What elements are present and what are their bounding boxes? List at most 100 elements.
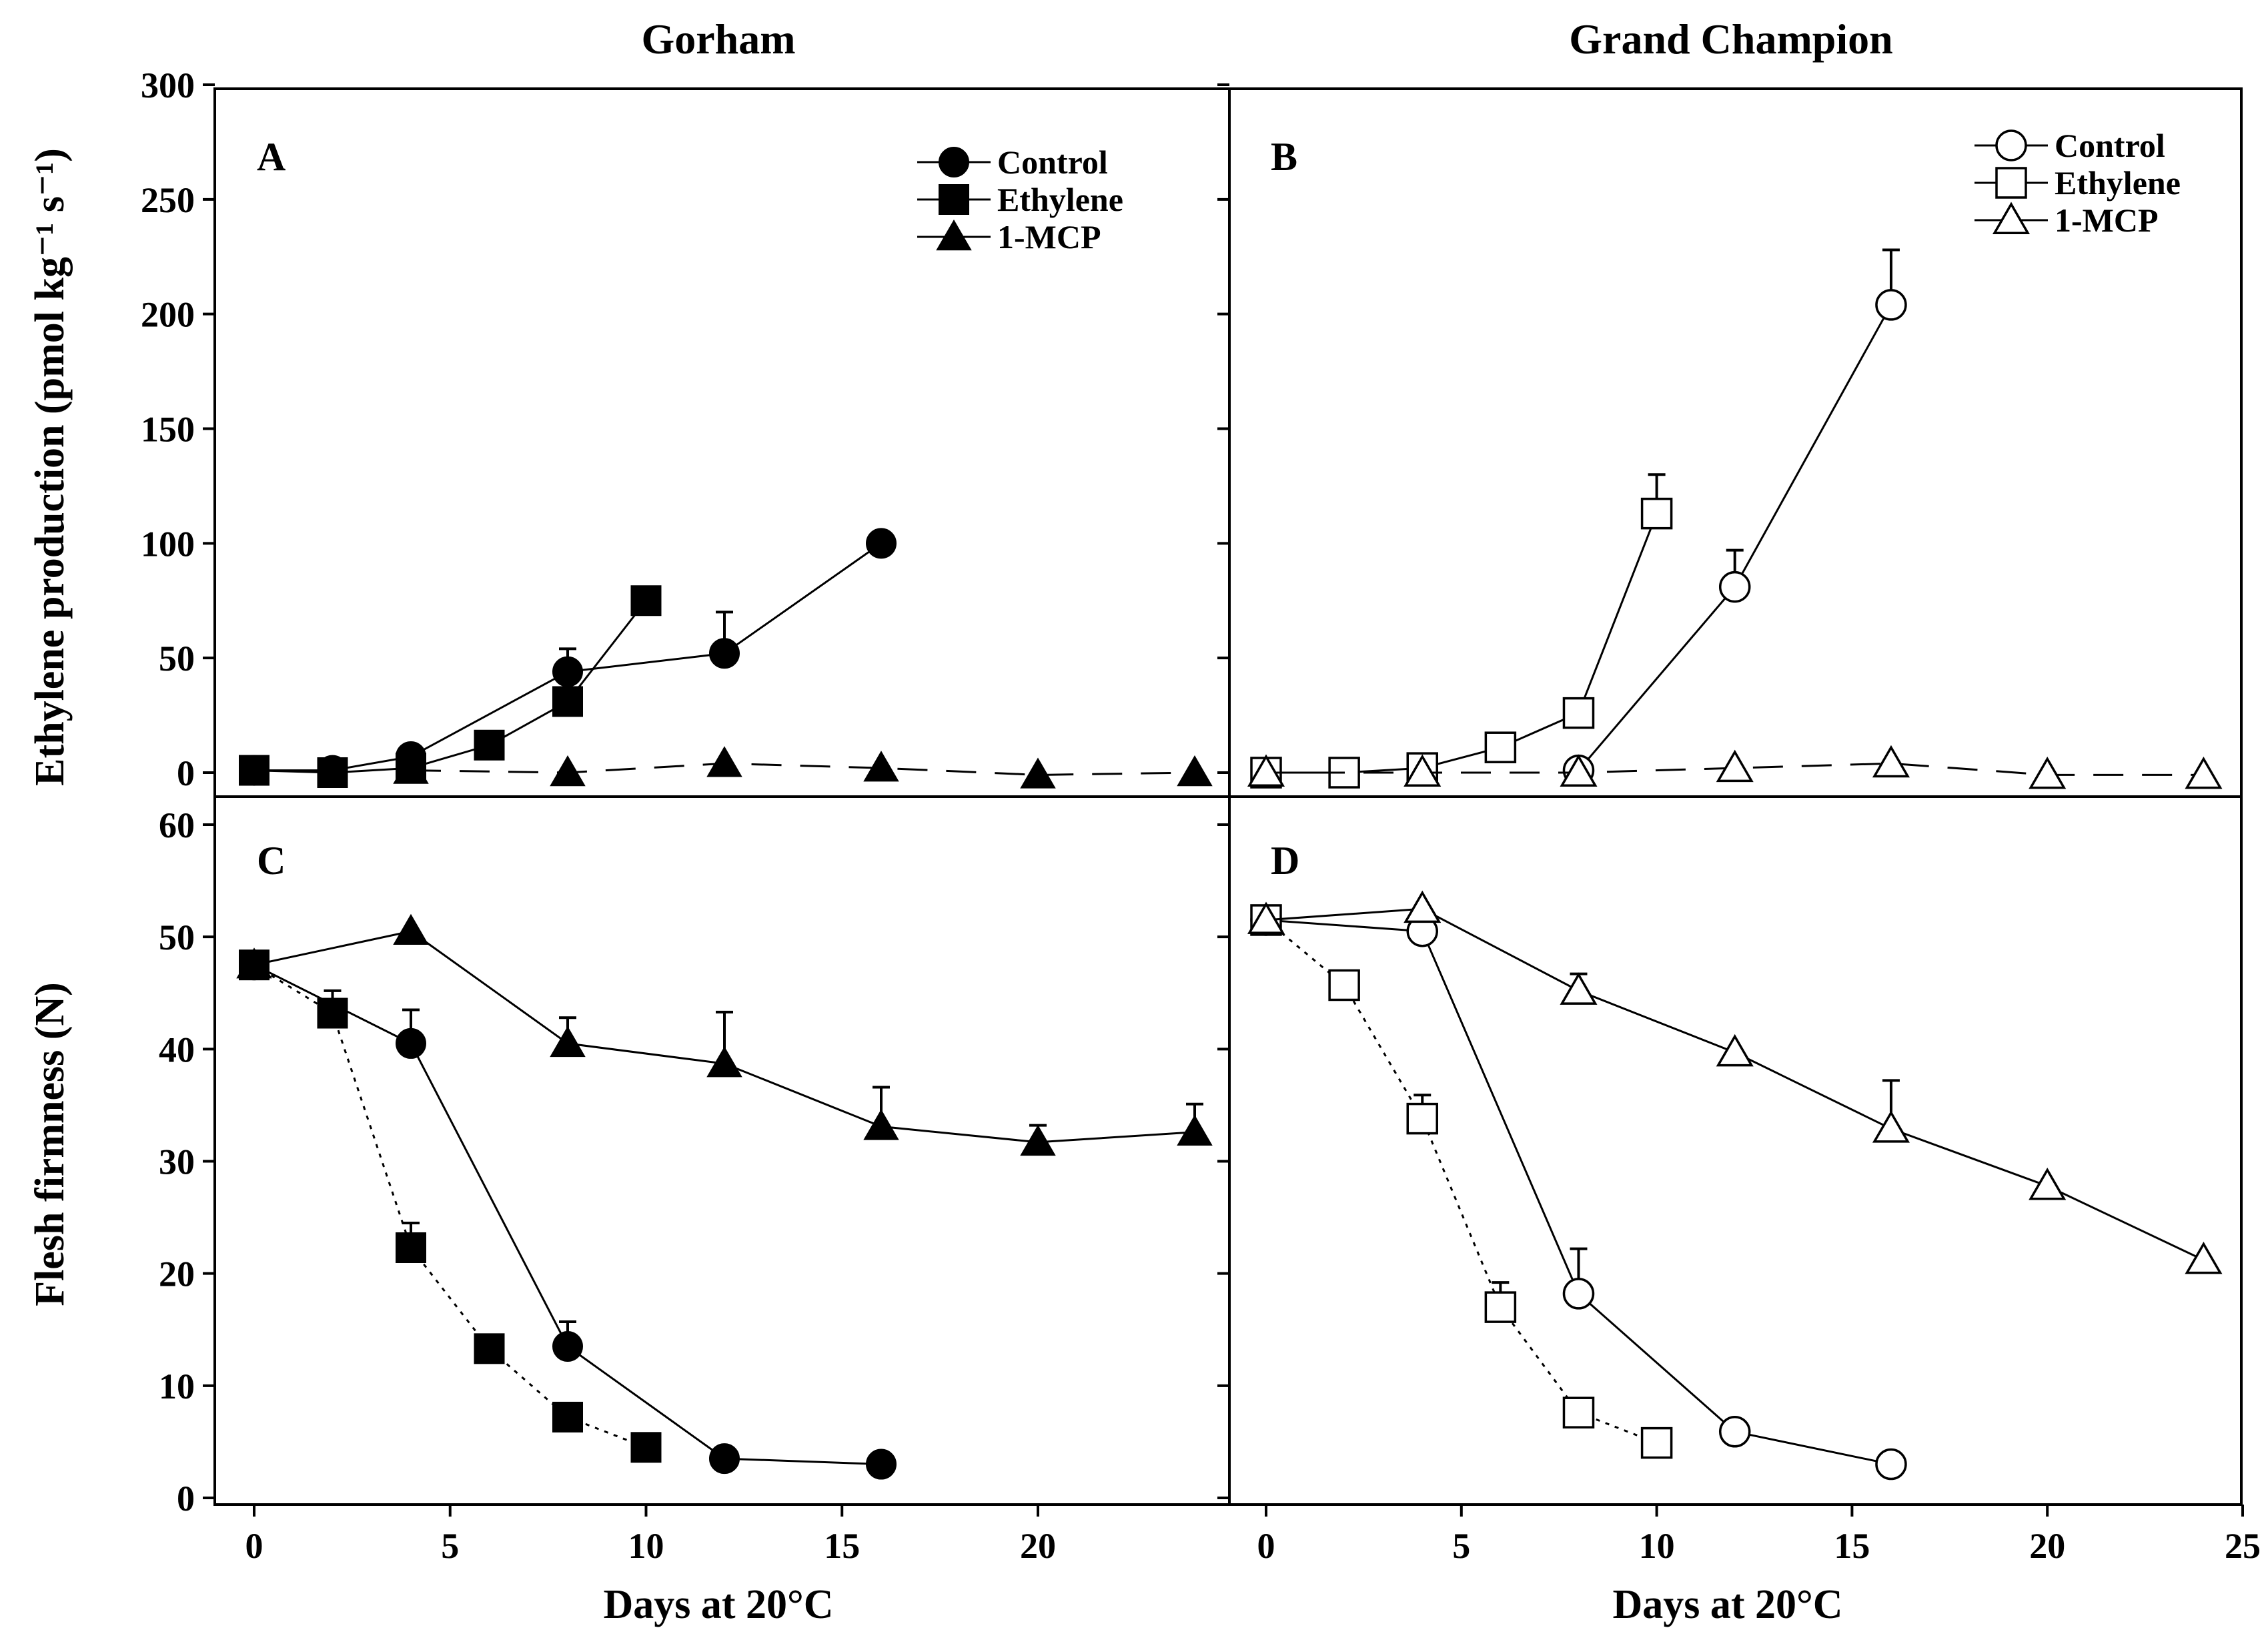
data-layer [236,248,2223,1481]
panel-b-legend-1-mcp-label: 1-MCP [2055,201,2159,239]
panel-c-ytick-label: 10 [159,1366,195,1406]
panel-c-xtick-label: 5 [441,1526,459,1566]
panel-b-legend-ethylene-label: Ethylene [2055,164,2181,201]
panel-a-legend-ethylene-label: Ethylene [997,181,1123,218]
panel-a-ytick-label: 100 [141,524,195,564]
panel-a-ethylene-point [317,757,348,788]
panel-d-1-mcp-point [1560,972,1598,1005]
axes-layer [203,83,2244,1517]
panel-c-1-mcp-point [1020,1124,1056,1156]
panel-d-ethylene-point [1562,1396,1595,1428]
panel-a-ytick-label: 150 [141,410,195,450]
panel-c-control-point [866,1449,897,1480]
panel-b-1-mcp-point [1716,749,1754,783]
panel-c-ethylene-point [630,1432,662,1463]
panel-b-control-line [1578,304,1892,771]
panel-b-ethylene-point [1640,497,1673,530]
panel-c-xtick-label: 10 [628,1526,664,1566]
panel-d-ethylene-point [1640,1426,1673,1459]
panel-d-control-point [1718,1416,1751,1448]
panel-c-1-mcp-point [550,1026,586,1058]
panel-b-ethylene-line [1266,513,1658,774]
y-axis-label-firmness: Flesh firmness (N) [27,982,73,1306]
panel-a-control-point [552,656,583,687]
panel-d-ethylene-point [1328,969,1360,1001]
panel-d-frame [1228,795,2243,1506]
panel-a-legend-control-label: Control [997,143,1108,181]
panel-d-ethylene-point [1484,1291,1517,1323]
panel-d-control-point [1562,1278,1595,1310]
panel-a-legend-control-marker [939,147,969,177]
panel-a-legend-ethylene-marker [939,184,969,215]
panel-c-xtick-label: 20 [1020,1526,1056,1566]
panel-a-1-mcp-point [1177,755,1213,787]
panel-d-1-mcp-point [1716,1034,1754,1067]
panel-c-control-point [396,1028,426,1059]
panel-b-1-mcp-point [2185,756,2223,789]
panel-b-legend-ethylene-marker [1995,167,2027,199]
panel-c-1-mcp-point [863,1109,899,1140]
panel-a-ytick-label: 0 [177,753,195,793]
panel-b-1-mcp-point [1403,754,1442,787]
x-axis-label-right: Days at 20°C [1612,1582,1842,1627]
panel-d-1-mcp-point [2185,1241,2223,1274]
panel-b-1-mcp-point [1560,754,1598,787]
x-axis-label-left: Days at 20°C [603,1582,833,1627]
panel-c-ytick-label: 20 [159,1254,195,1294]
panel-a-legend-1-mcp-label: 1-MCP [997,218,1101,256]
panel-b-1-mcp-point [1247,754,1285,787]
panel-c-ytick-label: 0 [177,1479,195,1519]
panel-b-legend-1-mcp-marker [1992,201,2031,234]
panel-a-ytick-label: 200 [141,295,195,335]
panel-c-ytick-label: 60 [159,805,195,845]
panel-a-1-mcp-line [410,762,1195,776]
panel-b-ethylene-point [1562,697,1595,729]
panel-a-control-point [866,528,897,559]
panel-c-label: C [257,839,286,883]
panel-d-xtick-label: 25 [2225,1526,2261,1566]
panel-a-1-mcp-point [393,753,429,784]
panel-a-1-mcp-point [863,751,899,782]
text-layer: Gorham Grand Champion Days at 20°C Days … [27,15,2261,1627]
column-title-grand-champion: Grand Champion [1569,15,1892,63]
panel-b-legend-control-marker [1995,129,2027,161]
panel-c-xtick-label: 15 [824,1526,860,1566]
panel-b-legend-control-label: Control [2055,127,2165,164]
panel-d-xtick-label: 10 [1639,1526,1675,1566]
panel-a-1-mcp-point [706,746,742,777]
panel-d-ethylene-point [1406,1102,1438,1135]
panel-a-1-mcp-point [1020,757,1056,789]
panel-d-1-mcp-point [1872,1110,1910,1143]
panel-d-label: D [1271,839,1299,883]
panel-c-ethylene-point [552,1401,583,1433]
panel-b-1-mcp-point [2029,756,2067,789]
panel-a-1-mcp-point [550,755,586,787]
y-axis-label-ethylene: Ethylene production (pmol kg⁻¹ s⁻¹) [27,148,73,786]
panel-c-xtick-label: 0 [245,1526,263,1566]
panel-a-ethylene-point [630,585,662,617]
panel-d-xtick-label: 20 [2029,1526,2065,1566]
panel-d-1-mcp-point [1403,890,1442,923]
panel-d-1-mcp-point [2029,1168,2067,1200]
panel-c-ethylene-point [474,1333,505,1364]
panel-a-ethylene-point [239,755,269,786]
panel-c-control-point [709,1443,740,1475]
panel-c-ytick-label: 30 [159,1142,195,1182]
panel-c-ethylene-line [253,963,647,1449]
panel-d-xtick-label: 0 [1257,1526,1275,1566]
panel-d-1-mcp-point [1247,901,1285,934]
panel-b-label: B [1271,135,1297,179]
panel-c-1-mcp-point [706,1046,742,1078]
panel-c-ytick-label: 50 [159,917,195,957]
panel-c-1-mcp-point [1177,1114,1213,1146]
panel-d-1-mcp-line [1265,907,2205,1261]
panel-c-frame [213,795,1231,1506]
panel-c-1-mcp-point [236,947,272,979]
panel-d-xtick-label: 15 [1834,1526,1870,1566]
panel-a-ethylene-point [474,729,505,761]
panel-b-control-point [1718,570,1751,603]
panel-d-xtick-label: 5 [1452,1526,1470,1566]
panel-c-control-point [552,1330,583,1362]
panel-b-ethylene-point [1484,731,1517,763]
